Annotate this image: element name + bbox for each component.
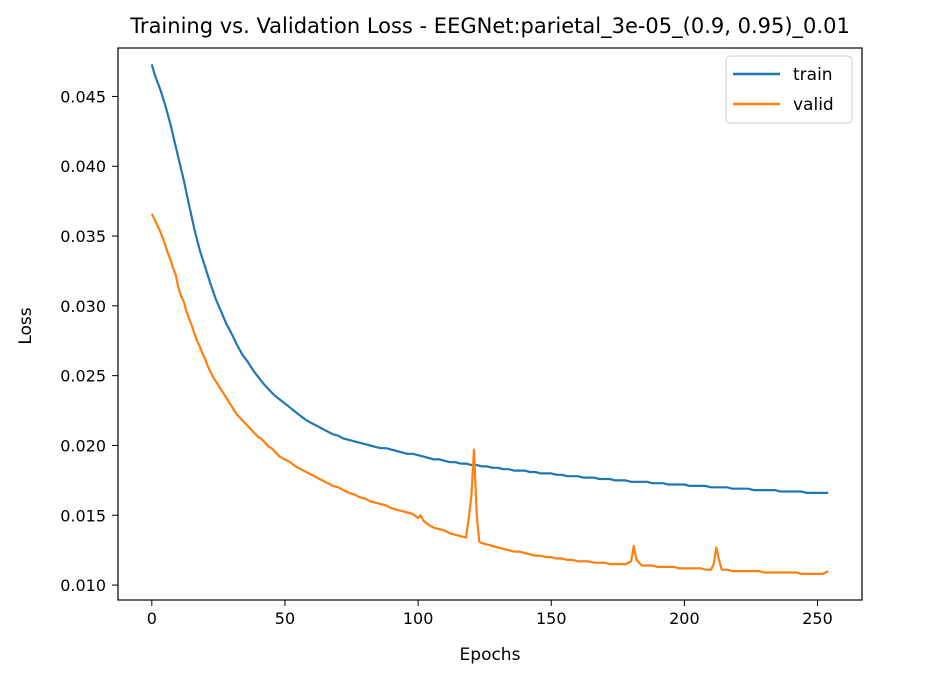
y-tick-label: 0.040	[60, 157, 106, 176]
legend-label-train: train	[793, 65, 833, 85]
x-axis-label: Epochs	[460, 645, 521, 665]
y-tick-label: 0.020	[60, 436, 106, 455]
y-tick-label: 0.035	[60, 227, 106, 246]
x-tick-label: 100	[403, 609, 434, 628]
y-axis-label: Loss	[16, 307, 36, 344]
y-tick-label: 0.015	[60, 506, 106, 525]
series-line-valid	[150, 213, 829, 576]
x-axis-ticks: 0 50 100 150 200 250	[147, 600, 833, 628]
x-tick-label: 0	[147, 609, 157, 628]
legend: train valid	[725, 55, 853, 124]
x-tick-label: 200	[669, 609, 700, 628]
x-tick-label: 150	[536, 609, 567, 628]
x-tick-label: 250	[802, 609, 833, 628]
y-tick-label: 0.025	[60, 367, 106, 386]
legend-label-valid: valid	[793, 95, 834, 115]
chart-title: Training vs. Validation Loss - EEGNet:pa…	[129, 14, 850, 39]
y-tick-label: 0.030	[60, 297, 106, 316]
y-tick-label: 0.010	[60, 576, 106, 595]
y-axis-ticks: 0.010 0.015 0.020 0.025 0.030 0.035 0.040 0.045	[60, 87, 118, 595]
plot-frame	[117, 47, 863, 601]
series-line-train	[150, 64, 829, 494]
plot-series	[150, 64, 829, 576]
y-tick-label: 0.045	[60, 87, 106, 106]
x-tick-label: 50	[275, 609, 295, 628]
